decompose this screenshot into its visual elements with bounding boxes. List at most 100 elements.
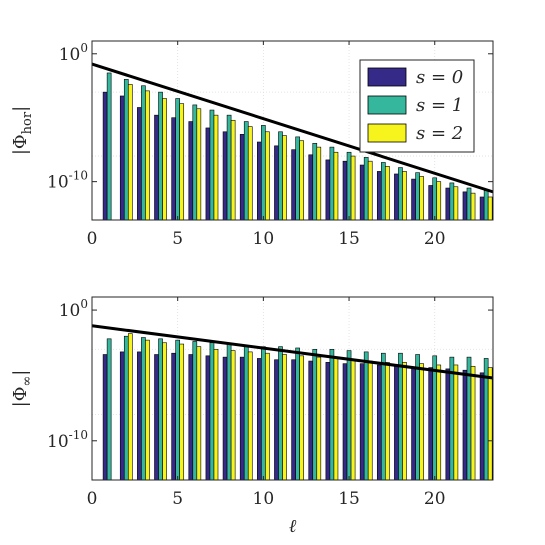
bar-2-10	[265, 131, 270, 221]
bar-1-2	[123, 335, 129, 481]
y-axis-label: |Φ∞|	[10, 370, 35, 408]
bar-1-6	[192, 104, 198, 221]
bar-0-2	[119, 351, 125, 481]
bar-2-23	[487, 367, 493, 481]
bar-1-3	[141, 85, 146, 221]
bar-0-11	[274, 145, 279, 221]
bar-0-8	[222, 131, 228, 221]
bar-2-7	[213, 348, 219, 481]
bar-1-4	[158, 91, 163, 221]
bar-1-10	[261, 125, 266, 221]
y-tick-label: 10-10	[47, 428, 88, 452]
x-axis-label: ℓ	[289, 516, 297, 537]
legend-label-1: s = 1	[416, 95, 463, 116]
bar-2-6	[196, 346, 202, 481]
bar-2-4	[162, 342, 167, 481]
x-tick-label: 0	[87, 489, 98, 509]
bar-2-2	[127, 333, 133, 481]
bar-1-7	[209, 109, 215, 221]
envelope-line	[91, 62, 494, 194]
x-tick-label: 20	[424, 229, 446, 249]
envelope-line	[91, 324, 494, 380]
bar-0-3	[137, 351, 142, 481]
bar-1-12	[295, 347, 300, 481]
bar-1-7	[209, 342, 215, 481]
bar-0-9	[239, 356, 245, 481]
bar-0-21	[445, 368, 451, 481]
bar-0-16	[359, 164, 365, 221]
bar-1-8	[226, 114, 232, 221]
bar-2-2	[127, 84, 133, 221]
bar-1-1	[106, 72, 112, 221]
bar-0-4	[154, 114, 159, 221]
bar-0-16	[359, 363, 365, 481]
y-tick-label: 10-10	[47, 169, 88, 193]
bar-0-5	[171, 352, 176, 481]
bar-1-3	[141, 337, 146, 481]
bar-2-16	[367, 160, 373, 221]
x-tick-label: 5	[172, 229, 183, 249]
x-tick-label: 0	[87, 229, 98, 249]
bar-0-14	[325, 362, 331, 481]
bar-1-9	[243, 121, 249, 221]
legend-swatch-1	[367, 95, 407, 115]
bar-0-1	[102, 91, 108, 221]
bar-2-9	[247, 126, 253, 221]
bar-2-13	[316, 356, 322, 481]
bar-1-5	[175, 339, 180, 481]
bar-2-3	[145, 339, 150, 481]
x-tick-label: 5	[172, 489, 183, 509]
bar-2-12	[299, 355, 304, 481]
bar-0-20	[428, 367, 434, 481]
bar-2-6	[196, 108, 202, 221]
bar-1-15	[346, 350, 352, 481]
bar-2-15	[350, 359, 356, 481]
bar-2-14	[333, 358, 339, 481]
bar-0-19	[411, 178, 416, 221]
bar-0-12	[291, 359, 296, 481]
bar-1-11	[278, 131, 283, 221]
bar-1-17	[381, 352, 386, 481]
bar-0-15	[342, 363, 348, 481]
bar-1-19	[415, 172, 420, 221]
bar-1-16	[363, 351, 369, 481]
bar-2-21	[453, 186, 459, 221]
y-tick-label: 100	[59, 297, 88, 321]
bar-0-22	[462, 191, 468, 221]
bar-1-22	[466, 187, 472, 221]
bar-2-4	[162, 98, 167, 221]
bar-1-18	[398, 352, 403, 481]
bar-0-4	[154, 354, 159, 481]
bar-1-12	[295, 136, 300, 221]
bar-2-16	[367, 360, 373, 481]
top-panel: 0 5 10 15 20 100 10-10 |Φhor| s = 0 s = 1 s = 2	[10, 40, 494, 249]
bar-1-4	[158, 338, 163, 481]
legend-swatch-2	[367, 123, 407, 143]
bar-0-7	[205, 127, 211, 221]
bar-2-19	[419, 363, 424, 481]
bar-0-17	[376, 364, 382, 481]
bar-2-18	[402, 362, 407, 481]
bar-1-13	[312, 348, 318, 481]
x-tick-label: 15	[338, 229, 360, 249]
bar-0-6	[188, 121, 194, 221]
bar-1-8	[226, 343, 232, 481]
bar-2-8	[230, 350, 236, 481]
bar-0-9	[239, 134, 245, 221]
y-tick-label: 100	[59, 41, 88, 65]
bar-2-17	[385, 166, 390, 221]
bar-2-17	[385, 362, 390, 481]
bar-2-14	[333, 151, 339, 221]
bar-1-6	[192, 341, 198, 481]
y-axis-label: |Φhor|	[10, 106, 35, 155]
bar-0-18	[394, 173, 399, 221]
bar-2-5	[179, 343, 185, 481]
bar-2-20	[436, 364, 442, 481]
bar-0-5	[171, 117, 176, 221]
bar-1-15	[346, 151, 352, 221]
bar-1-10	[261, 346, 266, 481]
bar-1-14	[329, 348, 335, 481]
bar-0-11	[274, 359, 279, 481]
legend-swatch-0	[367, 67, 407, 87]
x-tick-label: 20	[424, 489, 446, 509]
